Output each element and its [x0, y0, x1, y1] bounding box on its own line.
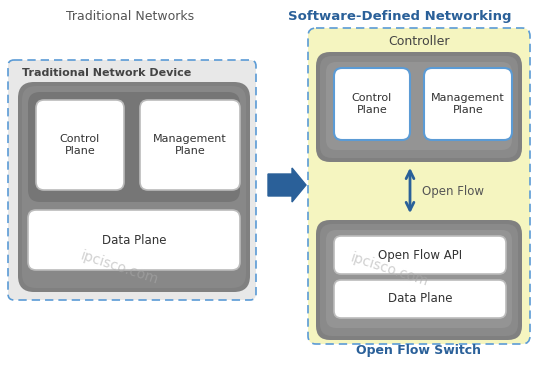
FancyBboxPatch shape [320, 224, 518, 336]
FancyBboxPatch shape [334, 236, 506, 274]
FancyBboxPatch shape [316, 52, 522, 162]
Text: Software-Defined Networking: Software-Defined Networking [288, 10, 512, 23]
Text: ipcisco.com: ipcisco.com [79, 249, 161, 287]
FancyBboxPatch shape [22, 86, 246, 288]
Text: Open Flow: Open Flow [422, 186, 484, 198]
Text: Traditional Network Device: Traditional Network Device [22, 68, 191, 78]
FancyArrow shape [268, 168, 306, 202]
FancyBboxPatch shape [320, 56, 518, 158]
Text: Open Flow API: Open Flow API [378, 249, 462, 261]
FancyBboxPatch shape [140, 100, 240, 190]
Text: Traditional Networks: Traditional Networks [66, 10, 194, 23]
FancyBboxPatch shape [334, 280, 506, 318]
FancyBboxPatch shape [326, 230, 512, 328]
Text: ipcisco.com: ipcisco.com [349, 251, 431, 289]
FancyBboxPatch shape [28, 210, 240, 270]
FancyBboxPatch shape [308, 28, 530, 344]
Text: Open Flow Switch: Open Flow Switch [357, 344, 482, 357]
FancyBboxPatch shape [28, 92, 240, 202]
Text: Data Plane: Data Plane [388, 292, 452, 306]
FancyBboxPatch shape [316, 220, 522, 340]
FancyBboxPatch shape [334, 68, 410, 140]
FancyBboxPatch shape [36, 100, 124, 190]
FancyBboxPatch shape [326, 62, 512, 150]
FancyBboxPatch shape [18, 82, 250, 292]
FancyBboxPatch shape [424, 68, 512, 140]
Text: Controller: Controller [388, 35, 450, 48]
Text: Control
Plane: Control Plane [352, 93, 392, 115]
Text: Management
Plane: Management Plane [431, 93, 505, 115]
Text: Management
Plane: Management Plane [153, 134, 227, 156]
FancyBboxPatch shape [8, 60, 256, 300]
Text: Control
Plane: Control Plane [60, 134, 100, 156]
Text: Data Plane: Data Plane [101, 234, 166, 246]
